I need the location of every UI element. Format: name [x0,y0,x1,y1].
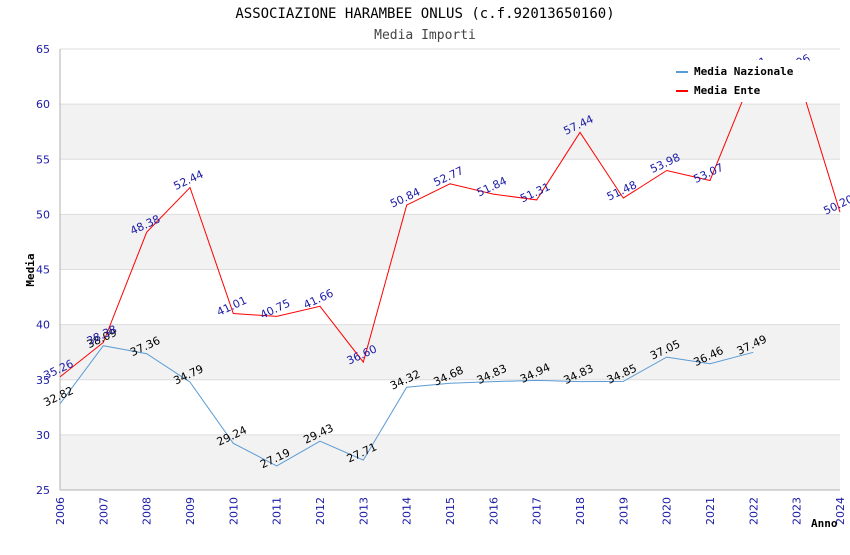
y-tick-label: 30 [36,429,50,442]
y-tick-labels: 25 30 35 40 45 50 55 60 65 [36,43,50,497]
data-label-media-nazionale: 32.82 [41,384,75,409]
x-tick-label: 2016 [487,497,500,525]
x-tick-label: 2009 [184,497,197,525]
data-label-media-ente: 51.31 [518,180,552,205]
grid-band [60,434,840,490]
x-tick-label: 2021 [704,497,717,525]
data-label-media-ente: 50.20 [821,192,850,217]
y-tick-label: 60 [36,98,50,111]
legend-label-media-nazionale: Media Nazionale [694,65,794,78]
y-tick-label: 50 [36,208,50,221]
y-axis-label: Media [24,253,37,286]
y-tick-label: 40 [36,319,50,332]
x-tick-label: 2018 [574,497,587,525]
chart-title: ASSOCIAZIONE HARAMBEE ONLUS (c.f.9201365… [235,6,614,22]
chart-subtitle: Media Importi [374,28,476,43]
legend-label-media-ente: Media Ente [694,84,761,97]
grid-band [60,214,840,270]
data-label-media-ente: 41.01 [215,294,249,319]
x-tick-label: 2014 [401,497,414,525]
y-tick-label: 65 [36,43,50,56]
x-tick-label: 2006 [54,497,67,525]
grid-bands [60,104,840,490]
x-tick-label: 2011 [271,497,284,525]
data-label-media-ente: 51.48 [605,178,639,203]
x-tick-label: 2013 [357,497,370,525]
series-line-media-nazionale [59,345,754,467]
y-tick-label: 55 [36,153,50,166]
legend: Media Nazionale Media Ente [670,60,809,102]
data-label-media-ente: 50.84 [388,185,422,210]
x-tick-label: 2024 [834,497,847,525]
x-tick-labels: 2006 2007 2008 2009 2010 2011 2012 2013 2014 2015… [54,497,847,525]
grid-band [60,324,840,380]
y-tick-label: 25 [36,484,50,497]
y-tick-label: 45 [36,264,50,277]
x-tick-label: 2010 [227,497,240,525]
x-tick-label: 2007 [97,497,110,525]
data-label-media-ente: 41.66 [301,287,335,312]
legend-box [670,60,809,102]
x-tick-label: 2023 [791,497,804,525]
x-tick-label: 2008 [141,497,154,525]
x-tick-label: 2015 [444,497,457,525]
data-label-media-ente: 52.77 [431,164,465,189]
data-label-media-ente: 40.75 [258,297,292,322]
axes [59,49,840,491]
x-tick-label: 2019 [617,497,630,525]
y-tick-label: 35 [36,374,50,387]
x-tick-label: 2012 [314,497,327,525]
x-axis-label: Anno [811,517,838,530]
series-lines [59,70,841,467]
grid-band [60,104,840,160]
data-label-media-ente: 53.07 [691,161,725,186]
series-line-media-ente [59,70,841,378]
x-tick-label: 2022 [747,497,760,525]
x-tick-label: 2017 [531,497,544,525]
x-tick-label: 2020 [661,497,674,525]
